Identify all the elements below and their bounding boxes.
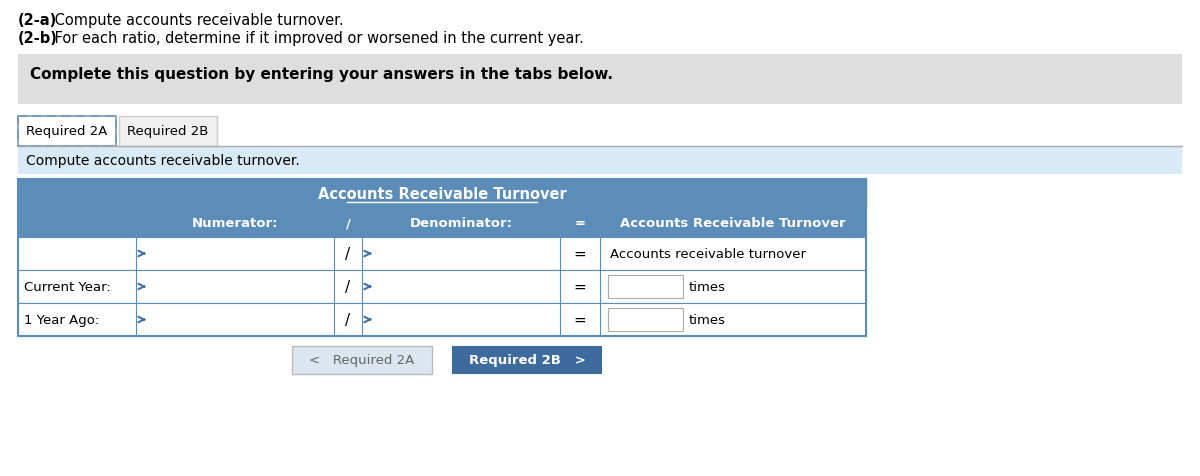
Bar — [292, 346, 432, 374]
Text: =: = — [575, 217, 586, 230]
Bar — [18, 238, 866, 270]
Bar — [18, 117, 116, 147]
Bar — [608, 276, 683, 298]
Text: times: times — [689, 280, 726, 293]
Text: (2-b): (2-b) — [18, 31, 58, 46]
Bar — [18, 117, 116, 147]
Bar — [18, 303, 866, 336]
Text: <   Required 2A: < Required 2A — [310, 354, 415, 367]
Text: =: = — [574, 247, 587, 261]
Text: Accounts Receivable Turnover: Accounts Receivable Turnover — [620, 217, 846, 230]
Bar — [18, 148, 1182, 175]
Bar — [18, 270, 866, 303]
Text: /: / — [346, 247, 350, 261]
Text: =: = — [574, 279, 587, 294]
Text: Current Year:: Current Year: — [24, 280, 110, 293]
Text: For each ratio, determine if it improved or worsened in the current year.: For each ratio, determine if it improved… — [50, 31, 584, 46]
Bar — [18, 179, 866, 336]
Text: (2-a): (2-a) — [18, 13, 58, 28]
Text: Required 2B   >: Required 2B > — [468, 354, 586, 367]
Bar — [18, 179, 866, 209]
Text: =: = — [574, 312, 587, 327]
Text: Complete this question by entering your answers in the tabs below.: Complete this question by entering your … — [30, 67, 613, 82]
Text: times: times — [689, 313, 726, 327]
Bar — [608, 308, 683, 331]
Bar — [119, 117, 217, 147]
Bar — [18, 55, 1182, 105]
Text: /: / — [346, 279, 350, 294]
Text: Compute accounts receivable turnover.: Compute accounts receivable turnover. — [26, 154, 300, 168]
Text: Required 2A: Required 2A — [26, 125, 108, 138]
Text: Compute accounts receivable turnover.: Compute accounts receivable turnover. — [50, 13, 343, 28]
Text: Required 2B: Required 2B — [127, 125, 209, 138]
Text: Accounts receivable turnover: Accounts receivable turnover — [610, 248, 806, 260]
Text: Denominator:: Denominator: — [409, 217, 512, 230]
Text: Numerator:: Numerator: — [192, 217, 278, 230]
Bar — [18, 209, 866, 238]
Text: 1 Year Ago:: 1 Year Ago: — [24, 313, 100, 327]
Text: Accounts Receivable Turnover: Accounts Receivable Turnover — [318, 187, 566, 202]
Bar — [452, 346, 602, 374]
Text: /: / — [346, 217, 350, 230]
Text: /: / — [346, 312, 350, 327]
